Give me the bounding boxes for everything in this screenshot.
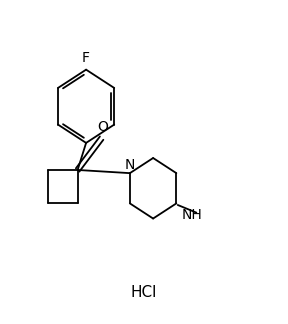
Text: HCl: HCl: [131, 285, 157, 300]
Text: O: O: [98, 120, 109, 134]
Text: N: N: [125, 157, 135, 171]
Text: NH: NH: [181, 208, 202, 222]
Text: F: F: [82, 51, 90, 65]
